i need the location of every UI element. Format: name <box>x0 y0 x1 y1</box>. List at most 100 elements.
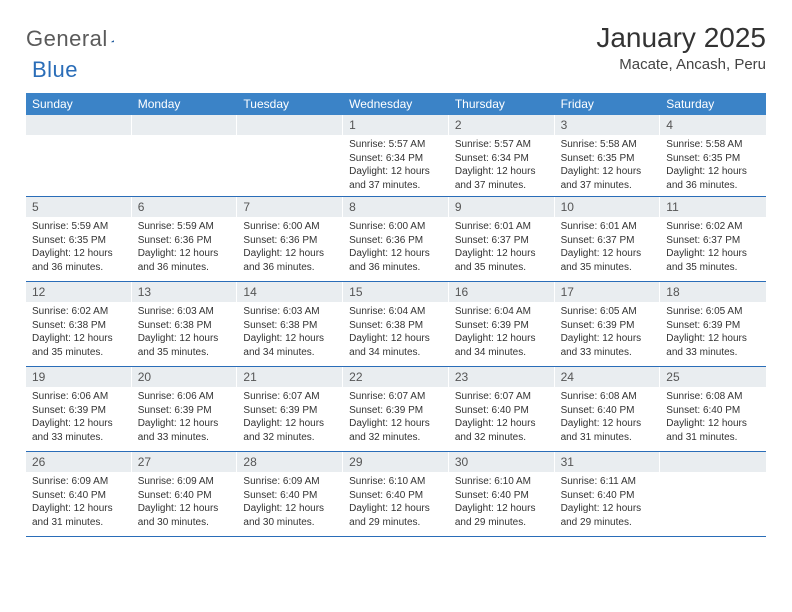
day-body: Sunrise: 6:09 AMSunset: 6:40 PMDaylight:… <box>237 472 343 533</box>
calendar-grid: SundayMondayTuesdayWednesdayThursdayFrid… <box>26 93 766 537</box>
day-body: Sunrise: 6:03 AMSunset: 6:38 PMDaylight:… <box>132 302 238 363</box>
week-row: 1Sunrise: 5:57 AMSunset: 6:34 PMDaylight… <box>26 115 766 197</box>
day-number: 21 <box>237 367 343 387</box>
title-block: January 2025 Macate, Ancash, Peru <box>596 22 766 73</box>
day-body: Sunrise: 6:06 AMSunset: 6:39 PMDaylight:… <box>132 387 238 448</box>
day-number: 14 <box>237 282 343 302</box>
day-body <box>660 472 766 530</box>
page-title: January 2025 <box>596 22 766 54</box>
day-number: 8 <box>343 197 449 217</box>
day-body <box>132 135 238 193</box>
day-body: Sunrise: 6:03 AMSunset: 6:38 PMDaylight:… <box>237 302 343 363</box>
empty-cell <box>660 452 766 536</box>
day-number: 19 <box>26 367 132 387</box>
day-number: 3 <box>555 115 661 135</box>
day-cell: 11Sunrise: 6:02 AMSunset: 6:37 PMDayligh… <box>660 197 766 281</box>
day-cell: 7Sunrise: 6:00 AMSunset: 6:36 PMDaylight… <box>237 197 343 281</box>
empty-cell <box>132 115 238 196</box>
day-body: Sunrise: 6:10 AMSunset: 6:40 PMDaylight:… <box>449 472 555 533</box>
weekday-label: Saturday <box>660 93 766 115</box>
day-cell: 23Sunrise: 6:07 AMSunset: 6:40 PMDayligh… <box>449 367 555 451</box>
day-body: Sunrise: 6:06 AMSunset: 6:39 PMDaylight:… <box>26 387 132 448</box>
day-number: 26 <box>26 452 132 472</box>
day-body: Sunrise: 5:57 AMSunset: 6:34 PMDaylight:… <box>449 135 555 196</box>
day-cell: 13Sunrise: 6:03 AMSunset: 6:38 PMDayligh… <box>132 282 238 366</box>
day-number <box>132 115 238 135</box>
weekday-label: Thursday <box>449 93 555 115</box>
day-number: 11 <box>660 197 766 217</box>
calendar-page: General January 2025 Macate, Ancash, Per… <box>0 0 792 553</box>
day-body: Sunrise: 6:11 AMSunset: 6:40 PMDaylight:… <box>555 472 661 533</box>
day-number: 7 <box>237 197 343 217</box>
day-number: 6 <box>132 197 238 217</box>
logo-text-blue: Blue <box>32 57 78 83</box>
weekday-header: SundayMondayTuesdayWednesdayThursdayFrid… <box>26 93 766 115</box>
day-body: Sunrise: 5:59 AMSunset: 6:36 PMDaylight:… <box>132 217 238 278</box>
weekday-label: Friday <box>555 93 661 115</box>
day-number: 16 <box>449 282 555 302</box>
day-body <box>26 135 132 193</box>
day-cell: 30Sunrise: 6:10 AMSunset: 6:40 PMDayligh… <box>449 452 555 536</box>
day-number <box>660 452 766 472</box>
day-number: 20 <box>132 367 238 387</box>
day-cell: 18Sunrise: 6:05 AMSunset: 6:39 PMDayligh… <box>660 282 766 366</box>
day-body: Sunrise: 6:09 AMSunset: 6:40 PMDaylight:… <box>26 472 132 533</box>
day-body: Sunrise: 6:01 AMSunset: 6:37 PMDaylight:… <box>449 217 555 278</box>
day-number: 29 <box>343 452 449 472</box>
day-cell: 16Sunrise: 6:04 AMSunset: 6:39 PMDayligh… <box>449 282 555 366</box>
day-cell: 4Sunrise: 5:58 AMSunset: 6:35 PMDaylight… <box>660 115 766 196</box>
day-cell: 10Sunrise: 6:01 AMSunset: 6:37 PMDayligh… <box>555 197 661 281</box>
day-cell: 15Sunrise: 6:04 AMSunset: 6:38 PMDayligh… <box>343 282 449 366</box>
day-body: Sunrise: 6:00 AMSunset: 6:36 PMDaylight:… <box>237 217 343 278</box>
day-number: 22 <box>343 367 449 387</box>
day-number: 1 <box>343 115 449 135</box>
day-body: Sunrise: 6:02 AMSunset: 6:37 PMDaylight:… <box>660 217 766 278</box>
day-cell: 3Sunrise: 5:58 AMSunset: 6:35 PMDaylight… <box>555 115 661 196</box>
day-body <box>237 135 343 193</box>
week-row: 19Sunrise: 6:06 AMSunset: 6:39 PMDayligh… <box>26 367 766 452</box>
day-body: Sunrise: 6:07 AMSunset: 6:40 PMDaylight:… <box>449 387 555 448</box>
day-number: 15 <box>343 282 449 302</box>
day-body: Sunrise: 5:57 AMSunset: 6:34 PMDaylight:… <box>343 135 449 196</box>
logo: General <box>26 22 135 52</box>
day-number: 28 <box>237 452 343 472</box>
day-cell: 26Sunrise: 6:09 AMSunset: 6:40 PMDayligh… <box>26 452 132 536</box>
day-cell: 2Sunrise: 5:57 AMSunset: 6:34 PMDaylight… <box>449 115 555 196</box>
week-row: 26Sunrise: 6:09 AMSunset: 6:40 PMDayligh… <box>26 452 766 537</box>
day-body: Sunrise: 6:00 AMSunset: 6:36 PMDaylight:… <box>343 217 449 278</box>
day-body: Sunrise: 6:08 AMSunset: 6:40 PMDaylight:… <box>555 387 661 448</box>
day-body: Sunrise: 6:05 AMSunset: 6:39 PMDaylight:… <box>555 302 661 363</box>
day-number: 10 <box>555 197 661 217</box>
day-number: 18 <box>660 282 766 302</box>
week-row: 5Sunrise: 5:59 AMSunset: 6:35 PMDaylight… <box>26 197 766 282</box>
weekday-label: Tuesday <box>237 93 343 115</box>
day-number: 31 <box>555 452 661 472</box>
day-cell: 12Sunrise: 6:02 AMSunset: 6:38 PMDayligh… <box>26 282 132 366</box>
day-number: 30 <box>449 452 555 472</box>
day-number: 24 <box>555 367 661 387</box>
day-number: 23 <box>449 367 555 387</box>
day-cell: 8Sunrise: 6:00 AMSunset: 6:36 PMDaylight… <box>343 197 449 281</box>
empty-cell <box>26 115 132 196</box>
day-cell: 19Sunrise: 6:06 AMSunset: 6:39 PMDayligh… <box>26 367 132 451</box>
day-body: Sunrise: 6:02 AMSunset: 6:38 PMDaylight:… <box>26 302 132 363</box>
day-body: Sunrise: 6:10 AMSunset: 6:40 PMDaylight:… <box>343 472 449 533</box>
day-number: 5 <box>26 197 132 217</box>
day-cell: 9Sunrise: 6:01 AMSunset: 6:37 PMDaylight… <box>449 197 555 281</box>
day-body: Sunrise: 6:09 AMSunset: 6:40 PMDaylight:… <box>132 472 238 533</box>
day-body: Sunrise: 6:04 AMSunset: 6:38 PMDaylight:… <box>343 302 449 363</box>
empty-cell <box>237 115 343 196</box>
day-cell: 14Sunrise: 6:03 AMSunset: 6:38 PMDayligh… <box>237 282 343 366</box>
day-body: Sunrise: 6:07 AMSunset: 6:39 PMDaylight:… <box>237 387 343 448</box>
page-subtitle: Macate, Ancash, Peru <box>596 56 766 73</box>
day-cell: 20Sunrise: 6:06 AMSunset: 6:39 PMDayligh… <box>132 367 238 451</box>
week-row: 12Sunrise: 6:02 AMSunset: 6:38 PMDayligh… <box>26 282 766 367</box>
day-body: Sunrise: 6:01 AMSunset: 6:37 PMDaylight:… <box>555 217 661 278</box>
weekday-label: Wednesday <box>343 93 449 115</box>
day-cell: 29Sunrise: 6:10 AMSunset: 6:40 PMDayligh… <box>343 452 449 536</box>
day-cell: 25Sunrise: 6:08 AMSunset: 6:40 PMDayligh… <box>660 367 766 451</box>
day-number: 12 <box>26 282 132 302</box>
logo-triangle-icon <box>111 32 115 50</box>
day-number <box>237 115 343 135</box>
day-body: Sunrise: 6:04 AMSunset: 6:39 PMDaylight:… <box>449 302 555 363</box>
